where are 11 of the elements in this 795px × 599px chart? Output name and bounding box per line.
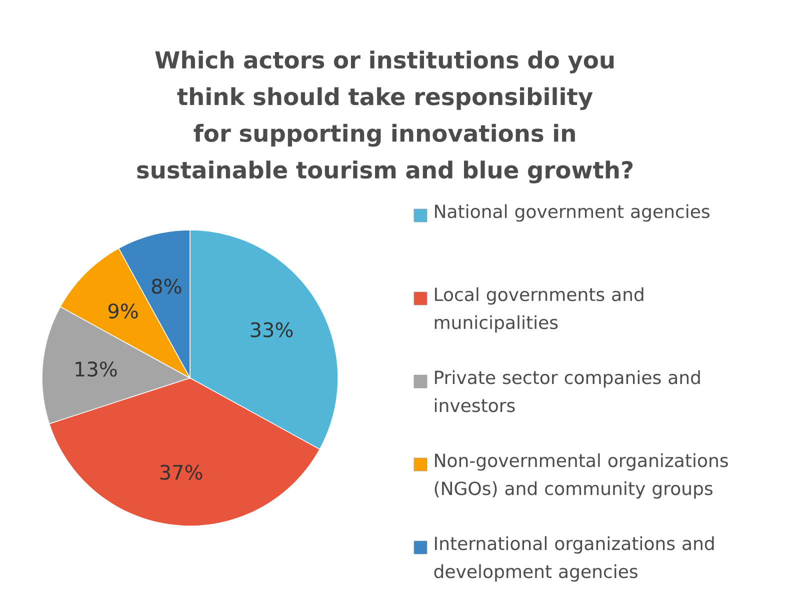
data-label: 37% (160, 464, 202, 480)
legend-label: National government agencies (435, 204, 710, 222)
data-label: 9% (108, 303, 138, 319)
data-label: 8% (152, 278, 182, 294)
legend-label: Private sector companies and investors (434, 370, 700, 412)
chart-title: Which actors or institutions do you think should take responsibility for supporting innovations in sustainable tourism and blue growth? (137, 50, 633, 184)
legend-label: Non-governmental organizations (NGOs) and community groups (434, 453, 728, 499)
legend-label: International organizations and development agencies (434, 536, 714, 582)
data-label: 13% (76, 362, 117, 377)
legend-label: Local governments and municipalities (434, 287, 644, 333)
data-label: 33% (250, 322, 293, 338)
